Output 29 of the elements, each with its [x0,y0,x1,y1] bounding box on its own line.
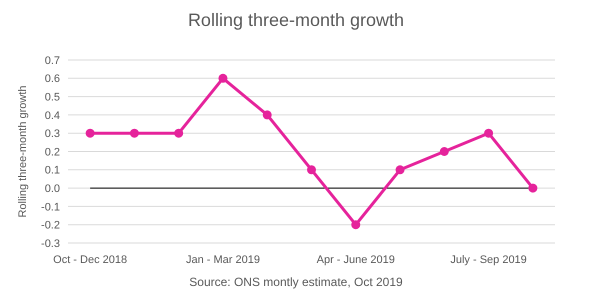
point [218,74,228,83]
y-tick-label: -0.3 [41,238,60,250]
y-tick-label: 0.3 [44,128,60,140]
y-tick-label: 0.1 [44,164,60,177]
y-tick-label: 0.2 [44,146,60,158]
y-tick-label: 0.4 [44,110,60,122]
point [440,147,449,156]
point [130,128,139,138]
y-tick-label: 0.5 [44,91,60,104]
point [174,128,184,138]
y-axis-title: Rolling three-month growth [17,85,29,218]
y-tick-label: 0.7 [44,54,60,67]
x-tick-label: Oct - Dec 2018 [53,254,128,266]
x-tick-label: Jan - Mar 2019 [186,254,260,266]
y-tick-label: 0.0 [44,182,60,195]
point [86,128,95,138]
y-tick-label: -0.2 [41,220,60,232]
y-tick-label: 0.6 [44,73,60,86]
x-tick-label: Apr - June 2019 [316,254,395,266]
point [484,128,494,138]
point [396,165,405,174]
y-tick-label: -0.1 [41,201,60,214]
source-note: Source: ONS montly estimate, Oct 2019 [189,275,404,289]
point [528,184,538,193]
point [262,110,272,120]
point [307,165,316,174]
point [351,220,360,230]
chart-title: Rolling three-month growth [188,10,404,30]
x-tick-label: July - Sep 2019 [450,254,527,266]
